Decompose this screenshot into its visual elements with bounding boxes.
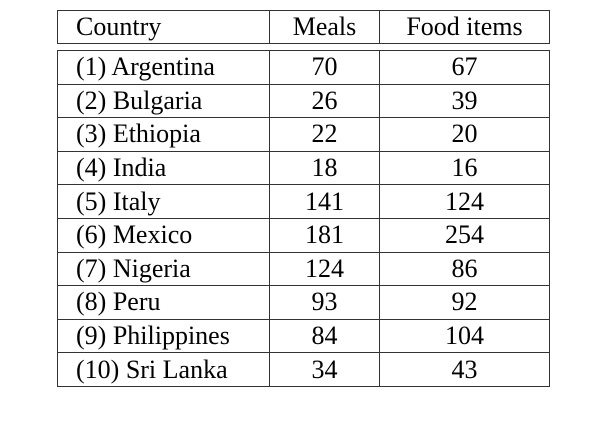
table-row: (10) Sri Lanka 34 43 [57, 352, 550, 387]
food-items-cell: 43 [379, 352, 550, 387]
header-country: Country [57, 10, 270, 44]
food-items-cell: 86 [379, 251, 550, 287]
table-row: (3) Ethiopia 22 20 [57, 117, 550, 152]
table-body: (1) Argentina 70 67 (2) Bulgaria 26 39 (… [57, 50, 550, 387]
country-cell: (6) Mexico [57, 217, 270, 253]
meals-cell: 93 [269, 285, 380, 320]
country-cell: (9) Philippines [57, 318, 270, 354]
country-cell: (10) Sri Lanka [57, 352, 270, 387]
header-food-items: Food items [379, 10, 550, 44]
country-cell: (2) Bulgaria [57, 83, 270, 119]
country-cell: (3) Ethiopia [57, 117, 270, 152]
food-items-cell: 254 [379, 217, 550, 253]
table-row: (1) Argentina 70 67 [57, 50, 550, 85]
country-cell: (4) India [57, 150, 270, 186]
table-row: (7) Nigeria 124 86 [57, 251, 550, 287]
table-row: (5) Italy 141 124 [57, 184, 550, 219]
food-items-cell: 20 [379, 117, 550, 152]
meals-cell: 22 [269, 117, 380, 152]
food-items-cell: 39 [379, 83, 550, 119]
table-row: (6) Mexico 181 254 [57, 217, 550, 253]
food-items-cell: 124 [379, 184, 550, 219]
meals-cell: 124 [269, 251, 380, 287]
meals-cell: 70 [269, 50, 380, 85]
food-items-cell: 16 [379, 150, 550, 186]
country-cell: (1) Argentina [57, 50, 270, 85]
meals-cell: 84 [269, 318, 380, 354]
country-cell: (5) Italy [57, 184, 270, 219]
table-row: (4) India 18 16 [57, 150, 550, 186]
food-items-cell: 104 [379, 318, 550, 354]
header-meals: Meals [269, 10, 380, 44]
meals-cell: 34 [269, 352, 380, 387]
meals-cell: 18 [269, 150, 380, 186]
header-row: Country Meals Food items [57, 10, 550, 44]
table-row: (9) Philippines 84 104 [57, 318, 550, 354]
table-row: (8) Peru 93 92 [57, 285, 550, 320]
meals-cell: 26 [269, 83, 380, 119]
country-cell: (7) Nigeria [57, 251, 270, 287]
meals-cell: 141 [269, 184, 380, 219]
meals-cell: 181 [269, 217, 380, 253]
table-header: Country Meals Food items [57, 10, 550, 44]
table-row: (2) Bulgaria 26 39 [57, 83, 550, 119]
country-cell: (8) Peru [57, 285, 270, 320]
food-items-cell: 92 [379, 285, 550, 320]
food-items-cell: 67 [379, 50, 550, 85]
